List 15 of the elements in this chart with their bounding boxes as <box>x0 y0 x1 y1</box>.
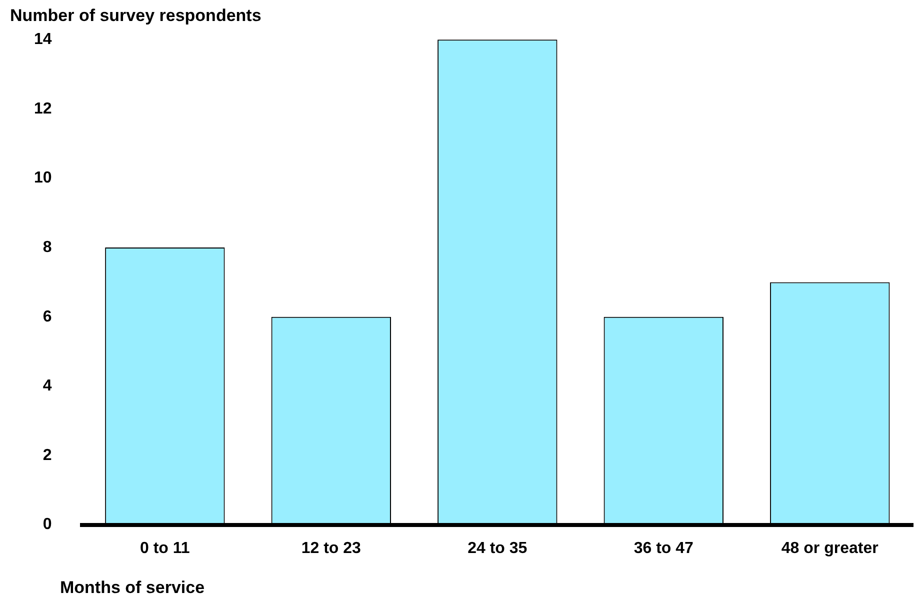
y-axis-title: Number of survey respondents <box>10 6 262 26</box>
x-tick-label: 48 or greater <box>781 540 878 557</box>
x-tick-label: 24 to 35 <box>468 540 528 557</box>
x-axis-title: Months of service <box>60 578 205 598</box>
y-tick-label: 12 <box>34 100 52 118</box>
y-tick-label: 0 <box>42 516 52 534</box>
y-tick-label: 2 <box>42 446 52 464</box>
x-tick-label: 0 to 11 <box>140 540 190 557</box>
y-tick-label: 14 <box>34 31 52 48</box>
y-tick-label: 8 <box>42 238 52 256</box>
y-tick-label: 6 <box>42 308 52 326</box>
x-tick-label: 36 to 47 <box>634 540 694 557</box>
y-tick-label: 4 <box>42 378 52 395</box>
x-tick-label: 12 to 23 <box>301 540 362 557</box>
y-tick-label: 10 <box>34 170 52 187</box>
